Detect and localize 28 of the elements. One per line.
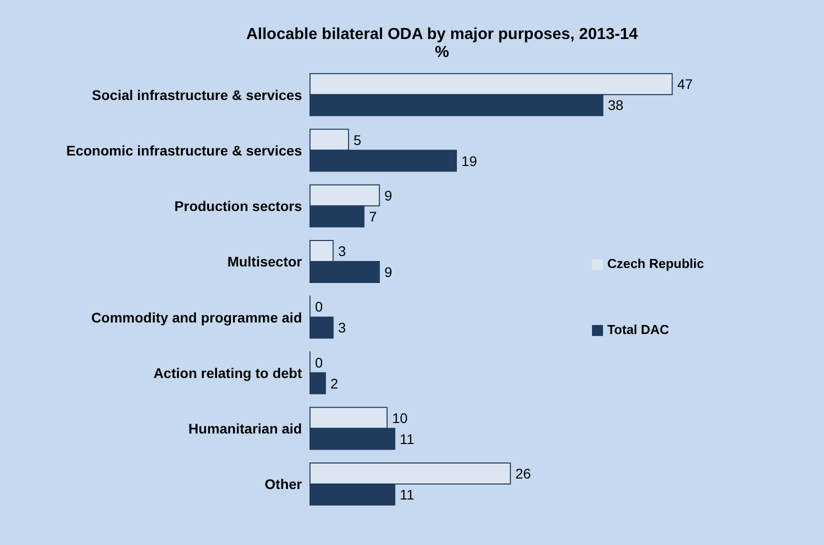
y-tick-label: Production sectors (174, 198, 302, 214)
data-label: 0 (315, 354, 324, 370)
legend-label: Czech Republic (607, 256, 704, 271)
data-label: 47 (677, 76, 693, 92)
y-tick-label: Social infrastructure & services (92, 86, 302, 103)
data-label: 0 (315, 298, 324, 315)
data-label: 11 (400, 430, 415, 447)
y-tick-label: Commodity and programme aid (91, 309, 302, 326)
y-tick-label: Other (264, 476, 303, 492)
data-label: 19 (461, 152, 478, 169)
data-label: 10 (392, 410, 408, 426)
y-tick-label: Humanitarian aid (188, 420, 302, 437)
chart-subtitle: % (434, 44, 450, 62)
data-label: 5 (354, 132, 362, 148)
chart-title: Allocable bilateral ODA by major purposes, 2013-14 (245, 26, 639, 44)
data-label: 9 (384, 187, 392, 204)
data-label: 3 (338, 243, 346, 260)
data-label: 3 (338, 320, 346, 336)
y-tick-label: Multisector (227, 254, 303, 270)
data-label: 2 (330, 375, 338, 392)
data-label: 7 (368, 208, 377, 224)
data-label: 11 (400, 486, 415, 503)
y-tick-label: Economic infrastructure & services (66, 142, 302, 158)
data-label: 38 (608, 97, 624, 114)
y-tick-label: Action relating to debt (153, 364, 302, 381)
data-label: 26 (515, 466, 532, 482)
data-label: 9 (384, 264, 392, 280)
legend-label: Total DAC (607, 322, 670, 337)
